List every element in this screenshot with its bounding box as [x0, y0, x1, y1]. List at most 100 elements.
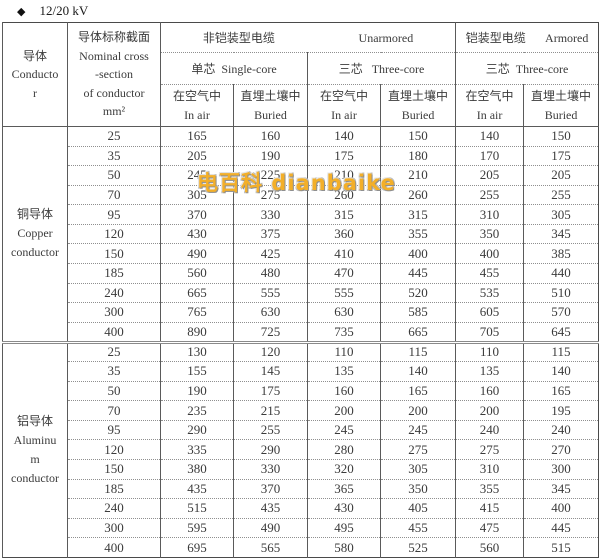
- three-core-label-en: Three-core: [515, 61, 569, 76]
- ampacity-cell: 305: [379, 458, 456, 480]
- ampacity-cell: 585: [379, 302, 456, 323]
- ampacity-cell: 205: [160, 145, 234, 166]
- cross-section-cell: 25: [67, 340, 161, 362]
- ampacity-cell: 375: [233, 223, 308, 244]
- ampacity-cell: 735: [307, 321, 381, 342]
- cross-section-cell: 300: [67, 517, 161, 538]
- ampacity-cell: 255: [523, 184, 599, 205]
- ampacity-cell: 160: [455, 380, 524, 401]
- in-air-header-single: 在空气中 In air: [160, 84, 234, 127]
- three-core-label-en: Three-core: [371, 61, 425, 76]
- table-row: 185 560 480 470 445 455 440: [3, 263, 599, 284]
- ampacity-cell: 300: [523, 458, 599, 480]
- conductor-header: 导体 Conducto r: [2, 22, 68, 127]
- ampacity-cell: 210: [307, 165, 381, 186]
- ampacity-cell: 130: [160, 340, 234, 362]
- ampacity-cell: 280: [307, 439, 381, 460]
- ampacity-cell: 535: [455, 282, 524, 303]
- ampacity-cell: 275: [233, 184, 308, 205]
- ampacity-cell: 455: [379, 517, 456, 538]
- ampacity-cell: 515: [523, 537, 599, 558]
- ampacity-cell: 165: [379, 380, 456, 401]
- header-row-2: 单芯 Single-core 三芯 Three-core 三芯 Three-co…: [3, 52, 599, 85]
- table-row: 35 205 190 175 180 170 175: [3, 145, 599, 166]
- ampacity-cell: 695: [160, 537, 234, 558]
- ampacity-cell: 135: [455, 361, 524, 382]
- ampacity-cell: 150: [523, 126, 599, 147]
- cross-section-cell: 185: [67, 478, 161, 499]
- cross-section-cell: 185: [67, 263, 161, 284]
- cross-section-cell: 25: [67, 126, 161, 147]
- table-row: 70 235 215 200 200 200 195: [3, 400, 599, 421]
- header-row-1: 导体 Conducto r 导体标称截面 Nominal cross -sect…: [2, 22, 599, 127]
- in-air-header-armored: 在空气中 In air: [455, 84, 524, 127]
- ampacity-cell: 370: [160, 204, 234, 225]
- ampacity-cell: 510: [523, 282, 599, 303]
- ampacity-cell: 345: [523, 478, 599, 499]
- cross-section-cell: 35: [67, 145, 161, 166]
- ampacity-cell: 350: [455, 223, 524, 244]
- ampacity-cell: 315: [307, 204, 381, 225]
- buried-header-armored: 直埋土壤中 Buried: [523, 84, 599, 127]
- ampacity-cell: 455: [455, 263, 524, 284]
- armored-header: 铠装型电缆 Armored: [455, 22, 599, 53]
- in-air-header-three: 在空气中 In air: [307, 84, 381, 127]
- ampacity-cell: 225: [233, 165, 308, 186]
- ampacity-cell: 145: [233, 361, 308, 382]
- copper-section: 铜导体 Copper conductor 25 165 160 140 150 140 150…: [2, 126, 599, 342]
- table-row: 240 515 435 430 405 415 400: [3, 498, 599, 519]
- ampacity-cell: 305: [160, 184, 234, 205]
- cross-section-cell: 150: [67, 243, 161, 264]
- ampacity-cell: 400: [379, 243, 456, 264]
- ampacity-cell: 180: [379, 145, 456, 166]
- cross-section-cell: 95: [67, 204, 161, 225]
- cross-section-cell: 120: [67, 223, 161, 244]
- ampacity-cell: 410: [307, 243, 381, 264]
- unarmored-label-zh: 非铠装型电缆: [202, 30, 275, 45]
- ampacity-cell: 400: [523, 498, 599, 519]
- table-row: 300 765 630 630 585 605 570: [3, 302, 599, 323]
- header-row-3: 在空气中 In air 直埋土壤中 Buried 在空气中 In air 直埋土…: [3, 84, 599, 127]
- ampacity-cell: 160: [307, 380, 381, 401]
- table-row: 185 435 370 365 350 355 345: [3, 478, 599, 499]
- ampacity-cell: 165: [523, 380, 599, 401]
- ampacity-cell: 275: [455, 439, 524, 460]
- ampacity-cell: 520: [379, 282, 456, 303]
- ampacity-cell: 255: [233, 419, 308, 440]
- table-row: 400 890 725 735 665 705 645: [3, 321, 599, 342]
- ampacity-cell: 335: [160, 439, 234, 460]
- table-row: 120 430 375 360 355 350 345: [3, 223, 599, 244]
- ampacity-cell: 135: [307, 361, 381, 382]
- three-core-header-armored: 三芯 Three-core: [455, 52, 599, 85]
- ampacity-cell: 255: [455, 184, 524, 205]
- ampacity-cell: 320: [307, 458, 381, 480]
- ampacity-cell: 705: [455, 321, 524, 342]
- ampacity-cell: 205: [523, 165, 599, 186]
- ampacity-cell: 140: [379, 361, 456, 382]
- ampacity-cell: 330: [233, 204, 308, 225]
- ampacity-cell: 115: [379, 340, 456, 362]
- three-core-header-unarmored: 三芯 Three-core: [306, 52, 456, 85]
- ampacity-cell: 495: [307, 517, 381, 538]
- ampacity-cell: 260: [379, 184, 456, 205]
- ampacity-cell: 425: [233, 243, 308, 264]
- ampacity-cell: 240: [455, 419, 524, 440]
- ampacity-cell: 630: [233, 302, 308, 323]
- unarmored-label-en: Unarmored: [358, 30, 414, 45]
- ampacity-cell: 595: [160, 517, 234, 538]
- ampacity-cell: 665: [160, 282, 234, 303]
- page-title: ◆ 12/20 kV: [17, 3, 88, 19]
- ampacity-cell: 445: [523, 517, 599, 538]
- ampacity-cell: 480: [233, 263, 308, 284]
- table-row: 95 370 330 315 315 310 305: [3, 204, 599, 225]
- ampacity-cell: 305: [523, 204, 599, 225]
- ampacity-cell: 270: [523, 439, 599, 460]
- ampacity-cell: 310: [455, 204, 524, 225]
- ampacity-cell: 440: [523, 263, 599, 284]
- ampacity-cell: 630: [307, 302, 381, 323]
- ampacity-cell: 890: [160, 321, 234, 342]
- ampacity-cell: 200: [307, 400, 381, 421]
- cross-section-cell: 150: [67, 458, 161, 480]
- ampacity-cell: 290: [160, 419, 234, 440]
- cross-section-cell: 70: [67, 400, 161, 421]
